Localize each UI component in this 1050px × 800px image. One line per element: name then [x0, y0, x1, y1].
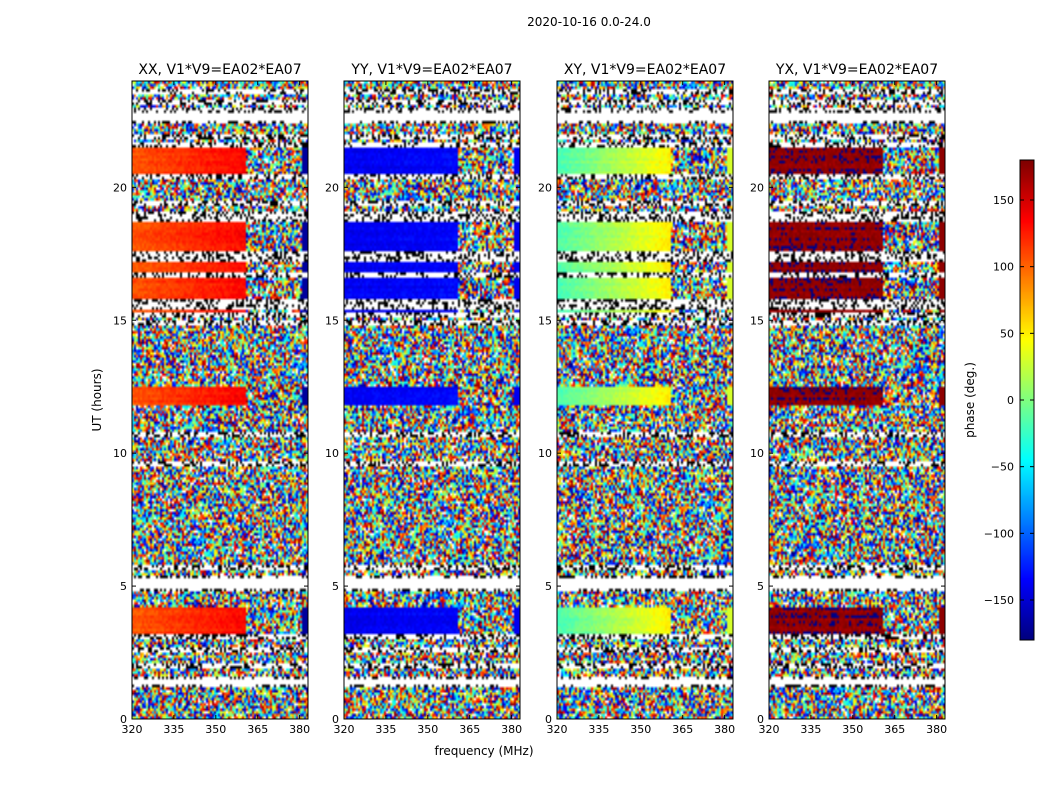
panel-title: XX, V1*V9=EA02*EA07	[138, 62, 301, 78]
y-tick-label: 15	[538, 314, 552, 327]
panel-title: YY, V1*V9=EA02*EA07	[350, 62, 512, 78]
heatmap-0	[132, 81, 308, 719]
y-tick-label: 0	[545, 713, 552, 726]
x-tick-label: 365	[672, 723, 693, 736]
heatmap-3	[769, 81, 945, 719]
colorbar-tick-label: 150	[993, 194, 1014, 207]
panel-title: XY, V1*V9=EA02*EA07	[564, 62, 726, 78]
y-tick-label: 5	[120, 580, 127, 593]
x-tick-label: 335	[375, 723, 396, 736]
heatmap-1	[344, 81, 520, 719]
panel-frame	[131, 80, 309, 720]
x-tick-label: 335	[163, 723, 184, 736]
x-tick-label: 320	[122, 723, 143, 736]
colorbar-gradient	[1020, 160, 1034, 640]
panel-2: XY, V1*V9=EA02*EA07 320 335 350 365 380 0 5 10 15…	[538, 62, 735, 736]
y-tick-label: 15	[325, 314, 339, 327]
y-tick-label: 5	[332, 580, 339, 593]
colorbar-tick-label: −50	[991, 461, 1014, 474]
x-tick-label: 365	[459, 723, 480, 736]
colorbar-tick-label: 50	[1000, 327, 1014, 340]
colorbar-label: phase (deg.)	[963, 362, 977, 438]
panel-3: YX, V1*V9=EA02*EA07 320 335 350 365 380 0 5 10 15…	[750, 62, 947, 736]
y-tick-label: 20	[325, 181, 339, 194]
y-tick-label: 20	[538, 181, 552, 194]
x-tick-label: 335	[588, 723, 609, 736]
y-tick-label: 0	[120, 713, 127, 726]
x-tick-label: 320	[759, 723, 780, 736]
y-axis-label: UT (hours)	[90, 368, 104, 431]
colorbar-tick-label: −150	[984, 594, 1014, 607]
y-tick-label: 0	[757, 713, 764, 726]
x-tick-label: 350	[417, 723, 438, 736]
panels: XX, V1*V9=EA02*EA07 320 335 350 365 380 0 5 10 15…	[113, 62, 947, 736]
y-tick-label: 10	[538, 447, 552, 460]
x-tick-label: 365	[247, 723, 268, 736]
colorbar-tick-label: 0	[1007, 394, 1014, 407]
x-tick-label: 350	[205, 723, 226, 736]
x-tick-label: 350	[842, 723, 863, 736]
x-tick-label: 320	[547, 723, 568, 736]
y-tick-label: 5	[757, 580, 764, 593]
panel-1: YY, V1*V9=EA02*EA07 320 335 350 365 380 0 5 10 15…	[325, 62, 522, 736]
colorbar-tick-label: −100	[984, 527, 1014, 540]
y-tick-label: 10	[325, 447, 339, 460]
panel-frame	[343, 80, 521, 720]
y-tick-label: 20	[750, 181, 764, 194]
y-tick-label: 0	[332, 713, 339, 726]
heatmap-2	[557, 81, 733, 719]
y-tick-label: 5	[545, 580, 552, 593]
x-tick-label: 365	[884, 723, 905, 736]
colorbar-tick-label: 100	[993, 261, 1014, 274]
panel-0: XX, V1*V9=EA02*EA07 320 335 350 365 380 0 5 10 15…	[113, 62, 310, 736]
panel-title: YX, V1*V9=EA02*EA07	[775, 62, 938, 78]
x-tick-label: 350	[630, 723, 651, 736]
x-tick-label: 380	[501, 723, 522, 736]
x-tick-label: 335	[800, 723, 821, 736]
panel-frame	[768, 80, 946, 720]
colorbar: 150 100 50 0 −50 −100 −150	[984, 159, 1035, 641]
panel-frame	[556, 80, 734, 720]
y-tick-label: 10	[113, 447, 127, 460]
x-tick-label: 320	[334, 723, 355, 736]
y-tick-label: 10	[750, 447, 764, 460]
x-tick-label: 380	[289, 723, 310, 736]
y-tick-label: 15	[113, 314, 127, 327]
y-tick-label: 20	[113, 181, 127, 194]
y-tick-label: 15	[750, 314, 764, 327]
x-tick-label: 380	[926, 723, 947, 736]
x-axis-label: frequency (MHz)	[434, 744, 533, 758]
figure-title: 2020-10-16 0.0-24.0	[527, 15, 651, 29]
x-tick-label: 380	[714, 723, 735, 736]
